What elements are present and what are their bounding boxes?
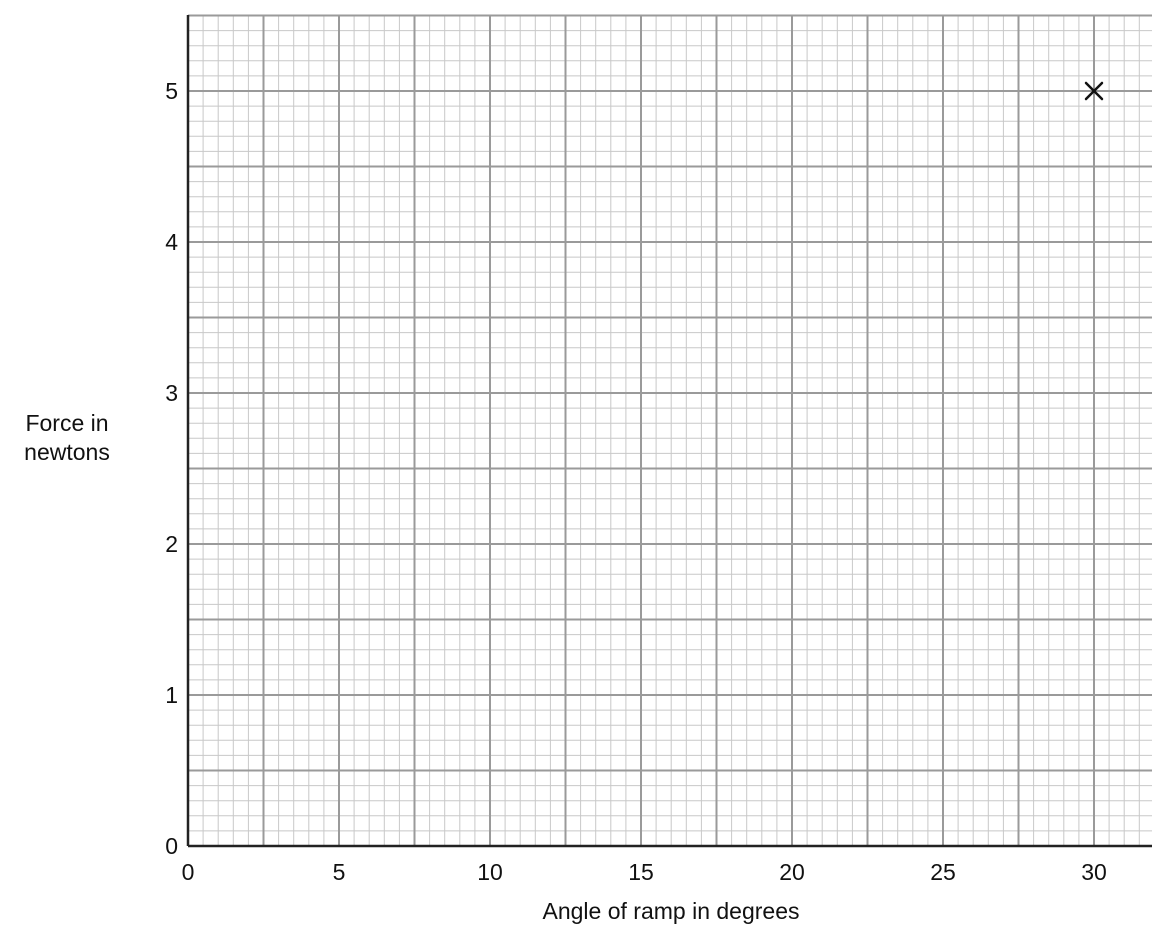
x-tick-label: 10 bbox=[477, 859, 503, 885]
x-tick-label: 20 bbox=[779, 859, 805, 885]
data-point-marker bbox=[1084, 81, 1104, 101]
data-markers bbox=[1084, 81, 1104, 101]
y-tick-label: 3 bbox=[165, 380, 178, 406]
x-tick-labels: 0 5 10 15 20 25 30 bbox=[182, 859, 1107, 885]
minor-grid bbox=[188, 15, 1152, 846]
marker-stroke bbox=[1084, 81, 1104, 101]
major-grid bbox=[188, 14, 1152, 846]
y-tick-label: 4 bbox=[165, 229, 178, 255]
y-tick-label: 5 bbox=[165, 78, 178, 104]
x-tick-label: 15 bbox=[628, 859, 654, 885]
y-axis-title-line-1: Force in bbox=[25, 410, 108, 436]
x-tick-label: 25 bbox=[930, 859, 956, 885]
y-axis-title-line-2: newtons bbox=[24, 439, 110, 465]
y-tick-label: 0 bbox=[165, 833, 178, 859]
y-tick-label: 2 bbox=[165, 531, 178, 557]
x-tick-label: 30 bbox=[1081, 859, 1107, 885]
y-tick-label: 1 bbox=[165, 682, 178, 708]
y-tick-labels: 0 1 2 3 4 5 bbox=[165, 78, 178, 859]
x-axis-title: Angle of ramp in degrees bbox=[543, 898, 800, 924]
x-tick-label: 0 bbox=[182, 859, 195, 885]
axes bbox=[186, 15, 1152, 848]
x-tick-label: 5 bbox=[333, 859, 346, 885]
